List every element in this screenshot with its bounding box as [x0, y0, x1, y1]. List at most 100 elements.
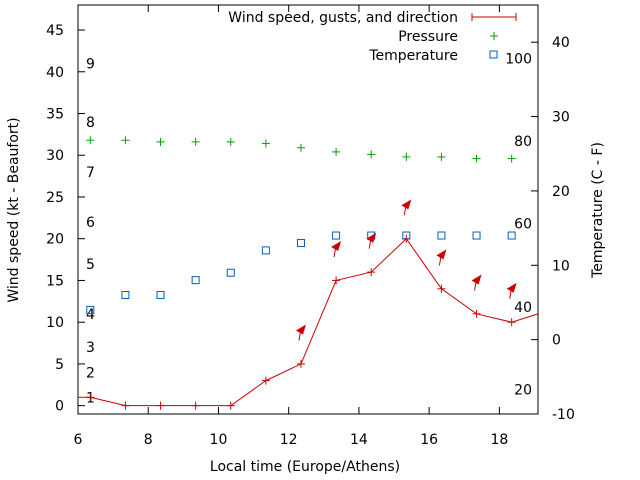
temperature-point — [86, 305, 95, 314]
wind-speed-point — [296, 359, 305, 368]
y2-tick-label: 20 — [552, 184, 570, 200]
y2-tick-label: -10 — [552, 407, 575, 423]
temperature-point — [191, 276, 200, 285]
legend-key-temperature — [489, 50, 498, 59]
pressure-point — [402, 152, 411, 161]
gust-arrow-head — [366, 232, 377, 243]
y-tick-label: 40 — [46, 65, 64, 81]
pressure-point — [507, 154, 516, 163]
y-tick-label: 5 — [55, 357, 64, 373]
pressure-point — [332, 147, 341, 156]
temperature-point — [472, 231, 481, 240]
axis-ticks — [77, 5, 538, 415]
legend-key-wind — [471, 13, 517, 21]
gust-arrow-head — [331, 241, 342, 252]
y-tick-label: 45 — [46, 23, 64, 39]
pressure-point — [296, 143, 305, 152]
legend: Wind speed, gusts, and direction Pressur… — [228, 10, 517, 64]
y2-tick-label: 40 — [552, 35, 570, 51]
beaufort-label: 8 — [86, 115, 95, 131]
y2-tick-label: 30 — [552, 110, 570, 126]
x-tick-label: 10 — [210, 432, 228, 448]
x-tick-label: 18 — [490, 432, 508, 448]
temperature-point — [261, 246, 270, 255]
pressure-point — [156, 137, 165, 146]
gust-arrow-head — [506, 282, 517, 293]
wind-speed-point — [191, 401, 200, 410]
temperature-point — [296, 238, 305, 247]
wind-speed-line — [78, 237, 539, 407]
gust-direction-arrow — [471, 274, 482, 291]
pressure-point — [121, 136, 130, 145]
beaufort-label: 7 — [86, 165, 95, 181]
fahrenheit-label: 100 — [505, 52, 532, 68]
beaufort-label: 9 — [86, 56, 95, 72]
gust-arrow-head — [471, 274, 482, 285]
gust-direction-arrow — [295, 324, 306, 341]
legend-label-temperature: Temperature — [368, 48, 458, 64]
beaufort-label: 5 — [86, 257, 95, 273]
beaufort-label: 2 — [86, 365, 95, 381]
y2-axis-label: Temperature (C - F) — [590, 142, 606, 279]
gust-arrow-head — [436, 249, 447, 260]
y-tick-label: 10 — [46, 315, 64, 331]
wind-speed-point — [367, 268, 376, 277]
temperature-point — [121, 291, 130, 300]
pressure-point — [191, 137, 200, 146]
x-tick-label: 12 — [280, 432, 298, 448]
wind-speed-point — [507, 318, 516, 327]
pressure-point — [86, 136, 95, 145]
temperature-point — [332, 231, 341, 240]
pressure-point — [367, 150, 376, 159]
temperature-point — [437, 231, 446, 240]
y-tick-label: 15 — [46, 273, 64, 289]
y-tick-label: 30 — [46, 148, 64, 164]
wind-speed-point — [261, 376, 270, 385]
temperature-point — [156, 291, 165, 300]
wind-speed-point — [437, 284, 446, 293]
x-tick-label: 14 — [350, 432, 368, 448]
x-tick-label: 8 — [144, 432, 153, 448]
gust-arrow-head — [401, 199, 412, 210]
data-series — [78, 136, 539, 410]
fahrenheit-label: 20 — [514, 382, 532, 398]
gust-direction-arrow — [401, 199, 412, 216]
beaufort-label: 4 — [86, 307, 95, 323]
y-axis-label: Wind speed (kt - Beaufort) — [6, 117, 22, 302]
pressure-point — [261, 139, 270, 148]
fahrenheit-label: 80 — [514, 134, 532, 150]
pressure-point — [437, 152, 446, 161]
temperature-point — [507, 231, 516, 240]
legend-label-pressure: Pressure — [398, 29, 458, 45]
wind-speed-point — [226, 401, 235, 410]
y-tick-label: 0 — [55, 399, 64, 415]
axis-tick-labels: 6 8 10 12 14 16 18051015202530354045-100102030… — [46, 23, 575, 448]
gust-direction-arrow — [436, 249, 447, 266]
wind-speed-point — [86, 393, 95, 402]
y-tick-label: 25 — [46, 190, 64, 206]
x-axis-label: Local time (Europe/Athens) — [210, 459, 400, 475]
wind-speed-point — [472, 309, 481, 318]
wind-speed-point — [156, 401, 165, 410]
scale-labels: 12345678920406080100 — [86, 52, 532, 407]
fahrenheit-label: 60 — [514, 217, 532, 233]
beaufort-label: 3 — [86, 340, 95, 356]
temperature-point — [402, 231, 411, 240]
wind-speed-point — [332, 276, 341, 285]
pressure-point — [226, 137, 235, 146]
fahrenheit-label: 40 — [514, 300, 532, 316]
legend-key-pressure — [490, 32, 498, 40]
gust-direction-arrow — [506, 282, 517, 299]
y-tick-label: 20 — [46, 232, 64, 248]
y2-tick-label: 0 — [552, 333, 561, 349]
x-tick-label: 16 — [420, 432, 438, 448]
y2-tick-label: 10 — [552, 258, 570, 274]
temperature-point — [226, 268, 235, 277]
gust-direction-arrow — [331, 241, 342, 258]
y-tick-label: 35 — [46, 107, 64, 123]
x-tick-label: 6 — [74, 432, 83, 448]
pressure-point — [472, 154, 481, 163]
legend-label-wind: Wind speed, gusts, and direction — [228, 10, 458, 26]
gust-arrow-head — [295, 324, 306, 335]
